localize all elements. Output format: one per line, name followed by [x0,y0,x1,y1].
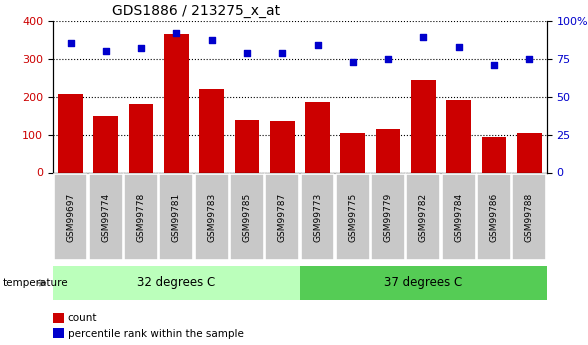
Bar [446,100,471,172]
Point [383,56,393,61]
Point [524,56,534,61]
Point [313,42,322,48]
Bar [482,137,506,172]
Text: GSM99783: GSM99783 [207,193,216,242]
Point [101,48,111,54]
Bar [336,174,370,260]
Bar [159,174,193,260]
Bar [89,174,123,260]
Bar [235,120,259,172]
Bar [340,134,365,172]
Text: GSM99785: GSM99785 [242,193,252,242]
Bar [371,174,405,260]
Bar [199,89,224,172]
Bar [270,121,295,172]
Bar [195,174,229,260]
Point [207,38,216,43]
Text: GSM99786: GSM99786 [489,193,499,242]
Text: GSM99788: GSM99788 [524,193,534,242]
Bar [53,266,300,300]
Point [242,50,252,55]
Bar [164,34,189,172]
Text: GSM99787: GSM99787 [278,193,287,242]
Text: GSM99697: GSM99697 [66,193,75,242]
Bar [305,101,330,172]
Point [66,41,75,46]
Text: GSM99773: GSM99773 [313,193,322,242]
Text: GSM99781: GSM99781 [172,193,181,242]
Text: 32 degrees C: 32 degrees C [137,276,216,289]
Text: GDS1886 / 213275_x_at: GDS1886 / 213275_x_at [112,4,280,18]
Point [489,62,499,68]
Point [278,50,287,55]
Bar [124,174,158,260]
Text: GSM99779: GSM99779 [383,193,393,242]
Bar [300,266,547,300]
Bar [54,174,88,260]
Bar [58,94,83,172]
Point [136,45,146,51]
Bar [477,174,511,260]
Bar [517,132,542,172]
Bar [129,104,153,172]
Bar [230,174,264,260]
Text: GSM99782: GSM99782 [419,193,428,242]
Point [348,59,358,65]
Point [172,30,181,36]
Text: GSM99778: GSM99778 [136,193,146,242]
Bar [265,174,299,260]
Bar [411,80,436,172]
Bar [406,174,440,260]
Bar [512,174,546,260]
Text: GSM99774: GSM99774 [101,193,111,242]
Text: count: count [68,313,97,323]
Bar [300,174,335,260]
Text: GSM99775: GSM99775 [348,193,358,242]
Text: 37 degrees C: 37 degrees C [384,276,463,289]
Text: percentile rank within the sample: percentile rank within the sample [68,329,243,338]
Bar [376,129,400,172]
Point [454,44,463,49]
Text: temperature: temperature [3,278,69,288]
Bar [93,116,118,172]
Text: GSM99784: GSM99784 [454,193,463,242]
Point [419,34,428,40]
Bar [442,174,476,260]
